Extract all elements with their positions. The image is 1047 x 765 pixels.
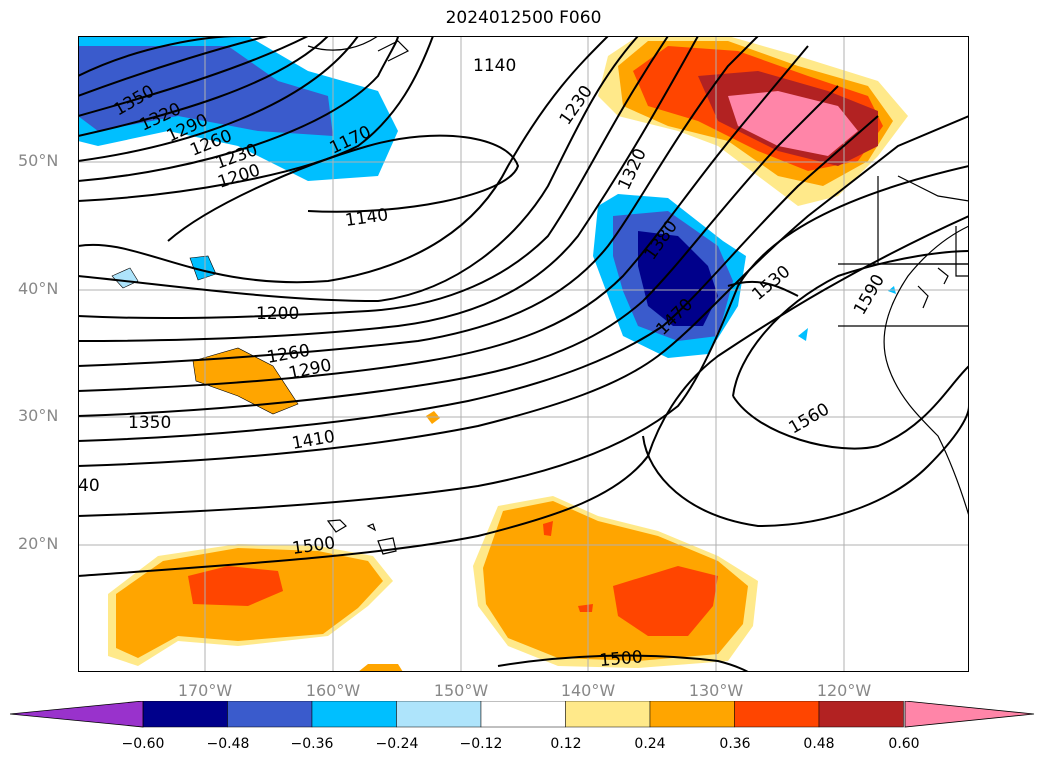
lat-label-30n: 30°N xyxy=(18,406,59,425)
lat-label-20n: 20°N xyxy=(18,534,59,553)
colorbar-extend-min xyxy=(10,701,144,728)
colorbar-tick: −0.24 xyxy=(375,736,419,752)
colorbar-tick: 0.60 xyxy=(888,736,920,752)
colorbar-tick: −0.48 xyxy=(206,736,250,752)
colorbar-segment xyxy=(396,701,482,728)
map-frame xyxy=(78,36,969,672)
colorbar-segment xyxy=(649,701,735,728)
lat-label-50n: 50°N xyxy=(18,151,59,170)
contour-label: 1140 xyxy=(473,56,516,76)
contour-label: 1500 xyxy=(599,647,644,671)
lon-label-150w: 150°W xyxy=(433,681,489,700)
negative-anomaly-spot-1 xyxy=(111,267,139,289)
colorbar-segment xyxy=(311,701,397,728)
lon-label-140w: 140°W xyxy=(560,681,616,700)
map-panel: 1350 1320 1290 1260 1230 1200 1170 1140 … xyxy=(78,36,969,672)
lat-label-40n: 40°N xyxy=(18,279,59,298)
colorbar xyxy=(10,701,1035,728)
colorbar-tick: 0.48 xyxy=(803,736,835,752)
colorbar-segment xyxy=(565,701,651,728)
colorbar-tick: −0.12 xyxy=(459,736,503,752)
lon-label-160w: 160°W xyxy=(305,681,361,700)
hawaii-islands xyxy=(326,519,347,533)
colorbar-tick: 0.12 xyxy=(550,736,582,752)
colorbar-tick: 0.36 xyxy=(719,736,751,752)
graticule xyxy=(78,36,969,672)
colorbar-segment xyxy=(818,701,904,728)
contour-label: 1200 xyxy=(256,304,299,324)
colorbar-segment xyxy=(480,701,566,728)
lon-label-120w: 120°W xyxy=(816,681,872,700)
lon-label-130w: 130°W xyxy=(688,681,744,700)
contour-label: 40 xyxy=(78,476,100,496)
lon-label-170w: 170°W xyxy=(177,681,233,700)
contour-label: 1350 xyxy=(128,413,171,433)
colorbar-segment xyxy=(734,701,820,728)
map-title: 2024012500 F060 xyxy=(445,8,602,28)
colorbar-tick: −0.36 xyxy=(290,736,334,752)
height-contours xyxy=(78,36,969,672)
anomaly-shading xyxy=(78,36,908,672)
positive-anomaly-bottom-edge xyxy=(358,664,403,672)
colorbar-segment xyxy=(227,701,313,728)
colorbar-segment xyxy=(142,701,228,728)
coastlines xyxy=(307,36,969,555)
colorbar-tick: −0.60 xyxy=(121,736,165,752)
colorbar-tick: 0.24 xyxy=(634,736,666,752)
colorbar-extend-max xyxy=(904,701,1035,728)
